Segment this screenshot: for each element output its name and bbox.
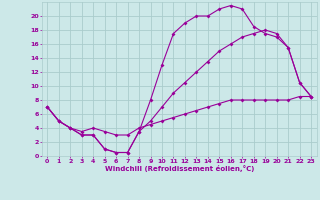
X-axis label: Windchill (Refroidissement éolien,°C): Windchill (Refroidissement éolien,°C) xyxy=(105,165,254,172)
